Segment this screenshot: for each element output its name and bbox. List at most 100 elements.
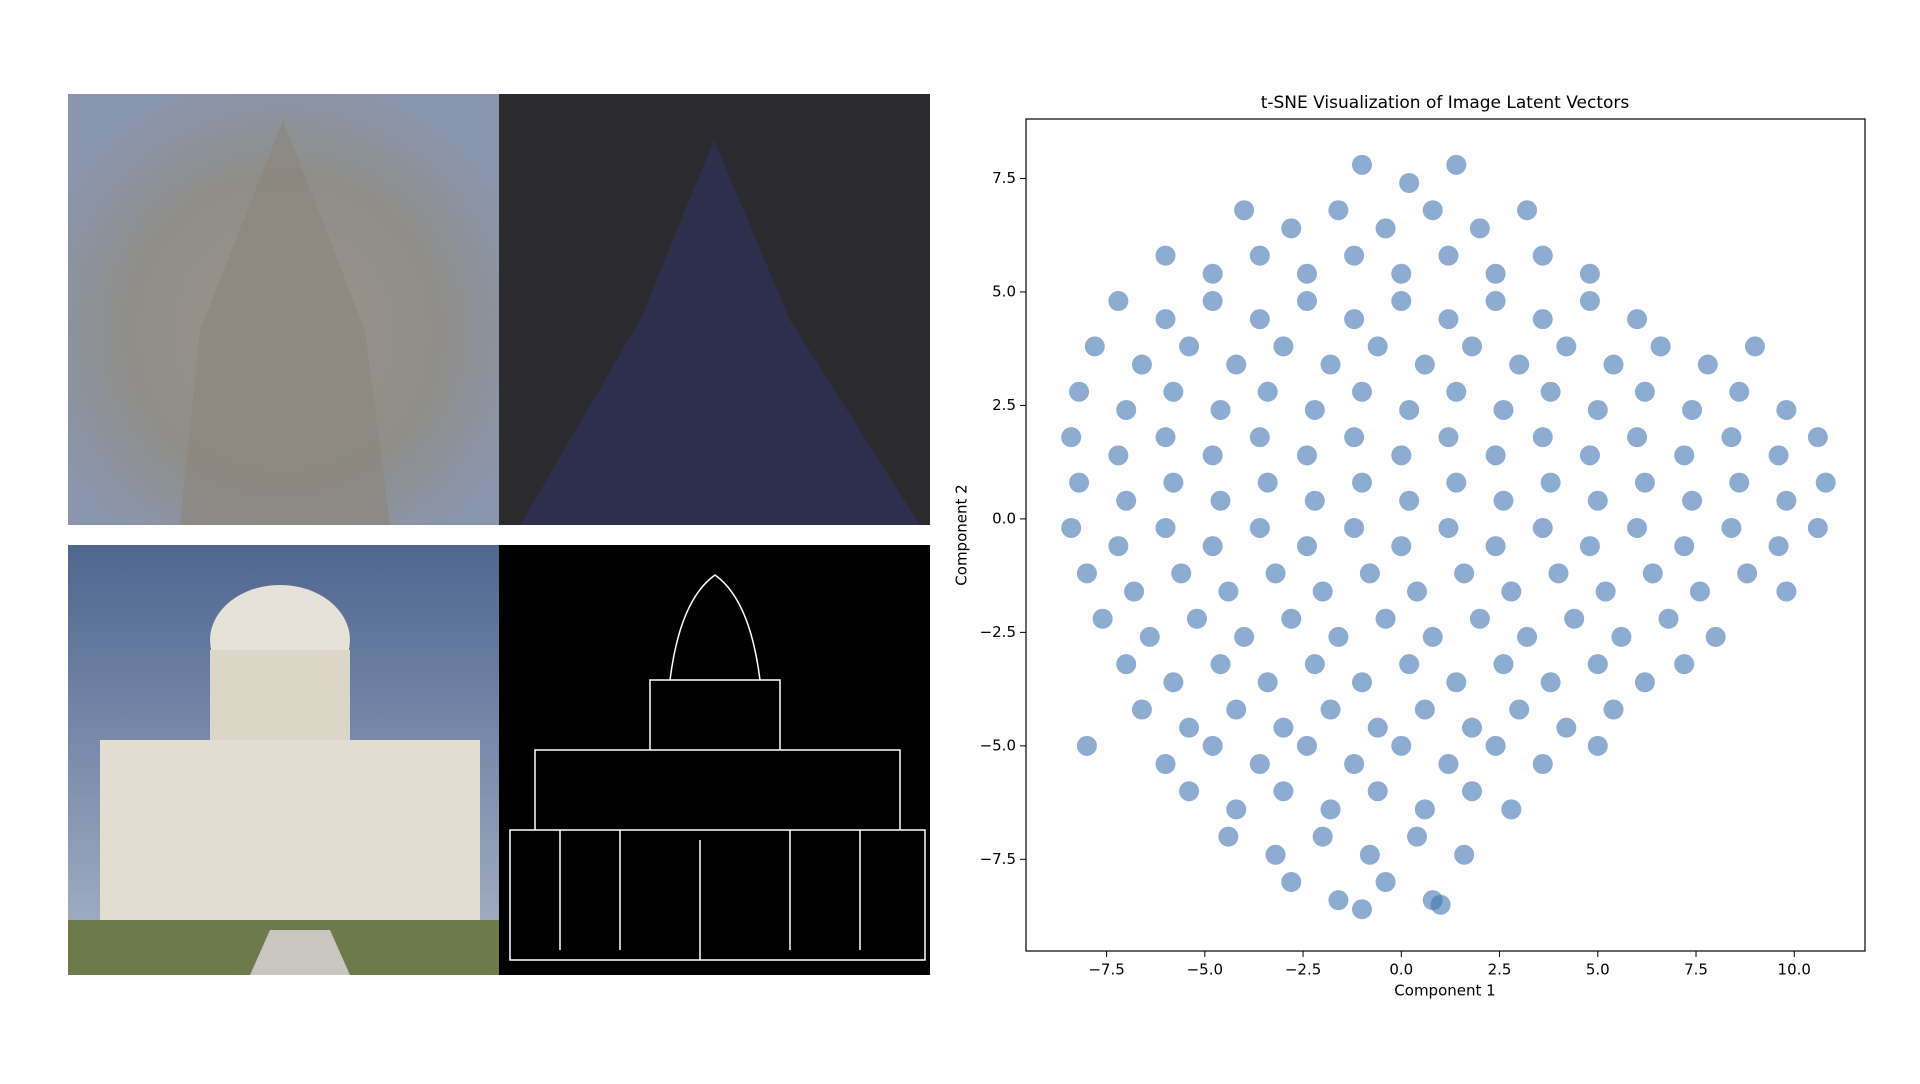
reconstruction-image: [68, 94, 499, 525]
point: [1462, 781, 1483, 802]
point: [1391, 291, 1412, 312]
point: [1517, 626, 1538, 647]
point: [1249, 517, 1270, 538]
point: [1202, 735, 1223, 756]
point: [1351, 472, 1372, 493]
point: [1139, 626, 1160, 647]
point: [1689, 581, 1710, 602]
point: [1399, 399, 1420, 420]
point: [1658, 608, 1679, 629]
chart-title: t-SNE Visualization of Image Latent Vect…: [1261, 93, 1630, 113]
point: [1493, 654, 1514, 675]
point: [1281, 608, 1302, 629]
plot-area: [1025, 118, 1866, 952]
point: [1501, 799, 1522, 820]
point: [1179, 717, 1200, 738]
point: [1509, 354, 1530, 375]
point: [1517, 200, 1538, 221]
point: [1556, 717, 1577, 738]
point: [1367, 717, 1388, 738]
point: [1407, 826, 1428, 847]
point: [1532, 517, 1553, 538]
point: [1446, 154, 1467, 175]
point: [1312, 581, 1333, 602]
y-tick-label: 5.0: [992, 282, 1016, 300]
y-tick-label: 2.5: [992, 396, 1016, 414]
point: [1076, 735, 1097, 756]
point: [1430, 894, 1451, 915]
point: [1210, 654, 1231, 675]
point: [1234, 200, 1255, 221]
point: [1579, 445, 1600, 466]
point: [1540, 381, 1561, 402]
point: [1627, 309, 1648, 330]
point: [1131, 699, 1152, 720]
point: [1061, 427, 1082, 448]
point: [1493, 490, 1514, 511]
point: [1587, 654, 1608, 675]
point: [1391, 735, 1412, 756]
point: [1579, 536, 1600, 557]
point: [1587, 490, 1608, 511]
point: [1328, 626, 1349, 647]
point: [1454, 844, 1475, 865]
point: [1744, 336, 1765, 357]
point: [1257, 472, 1278, 493]
point: [1281, 218, 1302, 239]
point: [1367, 336, 1388, 357]
y-tick-label: −2.5: [980, 623, 1016, 641]
point: [1422, 200, 1443, 221]
point: [1108, 445, 1129, 466]
point: [1721, 517, 1742, 538]
point: [1273, 781, 1294, 802]
point: [1462, 717, 1483, 738]
point: [1202, 445, 1223, 466]
axes-frame: [1025, 118, 1866, 952]
point: [1595, 581, 1616, 602]
point: [1351, 899, 1372, 920]
point: [1359, 563, 1380, 584]
point: [1627, 517, 1648, 538]
point: [1729, 381, 1750, 402]
point: [1344, 245, 1365, 266]
point: [1540, 472, 1561, 493]
point: [1108, 291, 1129, 312]
point: [1163, 472, 1184, 493]
point: [1226, 699, 1247, 720]
point: [1155, 309, 1176, 330]
point: [1351, 672, 1372, 693]
point: [1367, 781, 1388, 802]
point: [1438, 753, 1459, 774]
point: [1587, 399, 1608, 420]
point: [1587, 735, 1608, 756]
point: [1249, 245, 1270, 266]
point: [1807, 517, 1828, 538]
point: [1359, 844, 1380, 865]
point: [1399, 173, 1420, 193]
x-tick-label: 7.5: [1684, 961, 1708, 979]
point: [1375, 218, 1396, 239]
point: [1611, 626, 1632, 647]
point: [1438, 245, 1459, 266]
point: [1414, 354, 1435, 375]
point: [1226, 354, 1247, 375]
point: [1422, 626, 1443, 647]
point: [1226, 799, 1247, 820]
point: [1509, 699, 1530, 720]
point: [1296, 735, 1317, 756]
point: [1579, 263, 1600, 284]
point: [1328, 200, 1349, 221]
original-image: [68, 545, 499, 975]
y-tick-label: 7.5: [992, 169, 1016, 187]
y-axis-label: Component 2: [953, 484, 971, 585]
point: [1351, 381, 1372, 402]
point: [1705, 626, 1726, 647]
point: [1069, 381, 1090, 402]
point: [1446, 381, 1467, 402]
point: [1155, 427, 1176, 448]
point: [1469, 608, 1490, 629]
point: [1682, 399, 1703, 420]
point: [1682, 490, 1703, 511]
point: [1642, 563, 1663, 584]
